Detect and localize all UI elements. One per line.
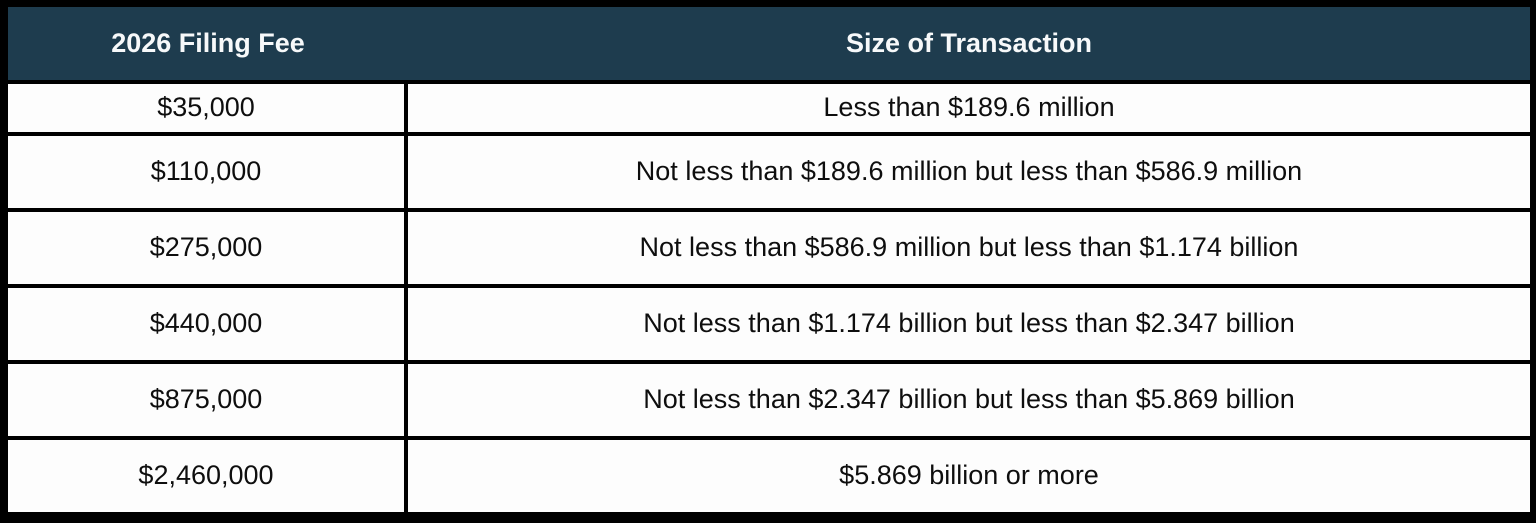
fee-cell: $275,000 xyxy=(8,212,404,284)
column-header-size-of-transaction: Size of Transaction xyxy=(845,27,1093,58)
size-cell: Not less than $586.9 million but less th… xyxy=(408,212,1530,284)
table-row: $875,000 Not less than $2.347 billion bu… xyxy=(8,364,1530,436)
fee-cell: $875,000 xyxy=(8,364,404,436)
size-cell: Not less than $189.6 million but less th… xyxy=(408,136,1530,208)
size-cell: Not less than $2.347 billion but less th… xyxy=(408,364,1530,436)
fee-cell: $2,460,000 xyxy=(8,440,404,512)
column-header-filing-fee: 2026 Filing Fee xyxy=(111,27,305,58)
table-row: $35,000 Less than $189.6 million xyxy=(8,84,1530,132)
size-cell: $5.869 billion or more xyxy=(408,440,1530,512)
table-row: $275,000 Not less than $586.9 million bu… xyxy=(8,212,1530,284)
table-row: $110,000 Not less than $189.6 million bu… xyxy=(8,136,1530,208)
size-cell: Less than $189.6 million xyxy=(408,84,1530,132)
table-header-row: 2026 Filing Fee Size of Transaction xyxy=(8,7,1530,80)
fee-cell: $440,000 xyxy=(8,288,404,360)
fee-cell: $110,000 xyxy=(8,136,404,208)
size-cell: Not less than $1.174 billion but less th… xyxy=(408,288,1530,360)
table-row: $2,460,000 $5.869 billion or more xyxy=(8,440,1530,512)
fee-cell: $35,000 xyxy=(8,84,404,132)
table-row: $440,000 Not less than $1.174 billion bu… xyxy=(8,288,1530,360)
